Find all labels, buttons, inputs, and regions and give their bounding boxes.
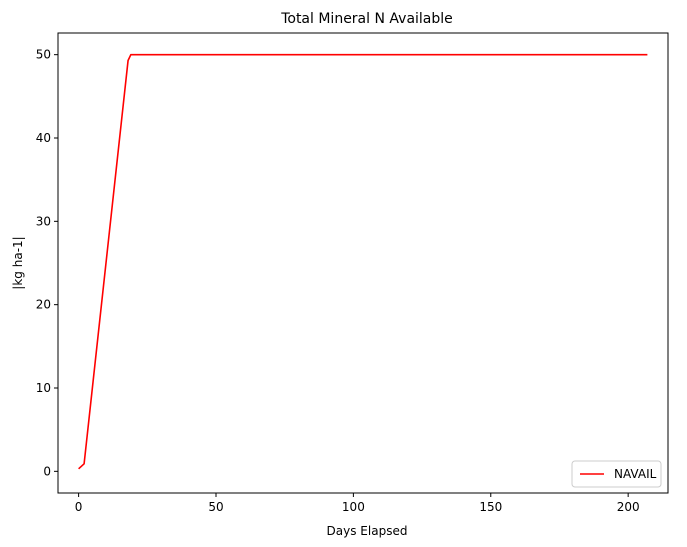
x-axis-ticks: 0 50 100 150 200 <box>75 493 640 514</box>
y-tick-label: 0 <box>43 464 51 478</box>
x-axis-label: Days Elapsed <box>327 524 408 538</box>
plot-area <box>58 33 668 493</box>
x-tick-label: 100 <box>342 500 365 514</box>
y-tick-label: 50 <box>36 48 51 62</box>
y-axis-label: |kg ha-1| <box>11 236 25 289</box>
x-tick-label: 0 <box>75 500 83 514</box>
legend: NAVAIL <box>571 460 662 488</box>
x-tick-label: 150 <box>479 500 502 514</box>
plot-frame <box>57 32 669 494</box>
series-layer <box>78 53 648 470</box>
legend-label-navail: NAVAIL <box>614 467 657 481</box>
legend-box <box>571 460 662 488</box>
series-line-navail <box>78 53 648 470</box>
chart-title: Total Mineral N Available <box>280 11 453 27</box>
y-tick-label: 10 <box>36 381 51 395</box>
y-axis-ticks: 0 10 20 30 40 50 <box>36 48 58 478</box>
x-tick-label: 50 <box>208 500 223 514</box>
y-tick-label: 20 <box>36 298 51 312</box>
y-tick-label: 30 <box>36 214 51 228</box>
x-tick-label: 200 <box>617 500 640 514</box>
y-tick-label: 40 <box>36 131 51 145</box>
